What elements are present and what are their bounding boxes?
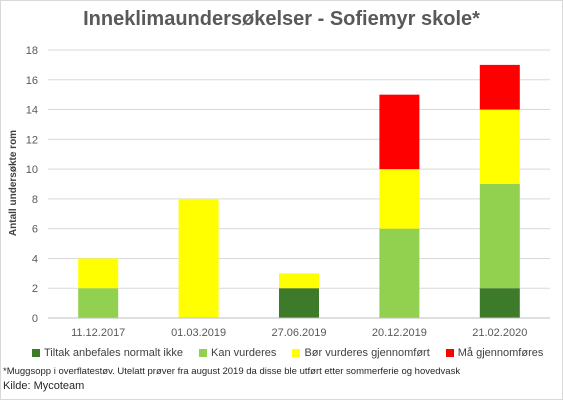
bar-segment (479, 184, 520, 289)
bar-segment (279, 273, 319, 289)
x-tick-label: 21.02.2020 (472, 327, 527, 339)
legend-swatch (199, 349, 207, 357)
bar-segment (178, 198, 219, 318)
y-tick-label: 18 (26, 45, 38, 57)
legend-item: Kan vurderes (199, 347, 276, 359)
y-tick-label: 4 (32, 253, 38, 265)
legend: Tiltak anbefales normalt ikke Kan vurdere… (32, 347, 552, 359)
y-tick-label: 12 (26, 134, 38, 146)
legend-label: Må gjennomføres (457, 347, 544, 359)
bar-segment (379, 94, 420, 170)
y-tick-label: 8 (32, 194, 38, 206)
x-tick-label: 01.03.2019 (171, 327, 226, 339)
y-tick-label: 10 (26, 164, 38, 176)
legend-label: Bør vurderes gjennomført (304, 347, 430, 359)
legend-swatch (32, 349, 40, 357)
y-tick-label: 0 (32, 313, 38, 325)
bar-segment (279, 288, 319, 318)
legend-swatch (445, 349, 454, 357)
bar-segment (479, 109, 520, 184)
x-tick-label: 11.12.2017 (71, 327, 125, 339)
x-tick-label: 27.06.2019 (271, 327, 326, 339)
x-tick-label: 20.12.2019 (372, 327, 427, 339)
legend-item: Tiltak anbefales normalt ikke (32, 347, 183, 359)
y-tick-label: 2 (32, 283, 38, 295)
bar-segment (379, 228, 420, 318)
source-note: Kilde: Mycoteam (3, 380, 85, 392)
bar-segment (479, 64, 520, 110)
y-axis-label: Antall undersøkte rom (8, 130, 19, 236)
y-tick-label: 6 (32, 224, 38, 236)
legend-swatch (292, 349, 301, 357)
bar-segment (479, 288, 520, 318)
y-tick-label: 14 (26, 105, 38, 117)
y-tick-label: 16 (26, 75, 38, 87)
chart-title: Inneklimaundersøkelser - Sofiemyr skole* (83, 8, 480, 30)
footnote: *Muggsopp i overflatestøv. Utelatt prøve… (3, 366, 461, 377)
bar-segment (78, 288, 119, 318)
bar-segment (78, 258, 119, 289)
legend-item: Bør vurderes gjennomført (292, 347, 430, 359)
legend-label: Tiltak anbefales normalt ikke (44, 347, 183, 359)
bar-segment (379, 169, 420, 229)
legend-item: Må gjennomføres (445, 347, 544, 359)
legend-label: Kan vurderes (211, 347, 277, 359)
